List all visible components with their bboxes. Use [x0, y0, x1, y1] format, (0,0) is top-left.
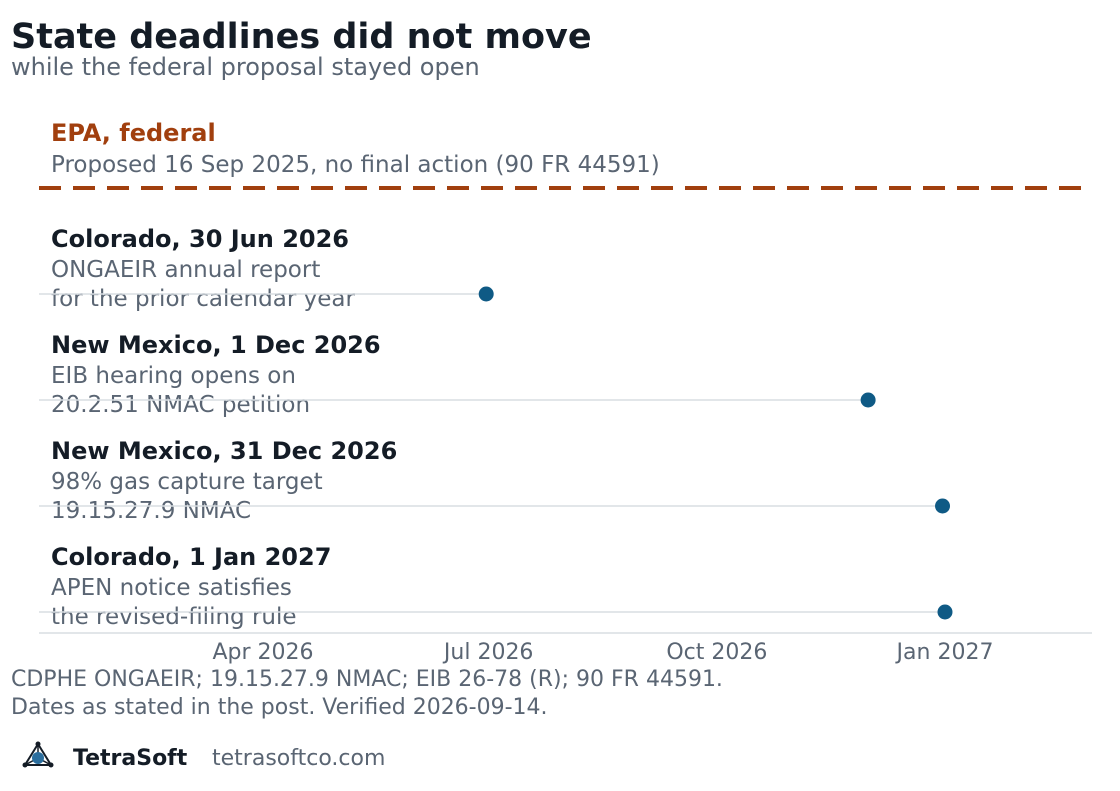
row-desc-line: ONGAEIR annual report	[51, 257, 320, 283]
brand-name: TetraSoft	[73, 746, 188, 771]
brand-url: tetrasoftco.com	[212, 746, 385, 771]
footnote-line-1: CDPHE ONGAEIR; 19.15.27.9 NMAC; EIB 26-7…	[11, 667, 723, 692]
row-title: Colorado, 30 Jun 2026	[51, 225, 349, 253]
data-point	[860, 392, 876, 408]
timeline-row: New Mexico, 31 Dec 2026 98% gas capture t…	[39, 437, 951, 524]
row-desc-line: the revised-filing rule	[51, 604, 297, 630]
row-title: Colorado, 1 Jan 2027	[51, 543, 331, 571]
chart-subtitle: while the federal proposal stayed open	[11, 53, 480, 81]
x-tick-label: Apr 2026	[212, 640, 313, 665]
timeline-row: Colorado, 1 Jan 2027 APEN notice satisfie…	[39, 543, 953, 630]
row-desc-line: EIB hearing opens on	[51, 363, 296, 389]
row-desc-line: 20.2.51 NMAC petition	[51, 392, 310, 418]
federal-label: EPA, federal	[51, 119, 216, 147]
footnote-line-2: Dates as stated in the post. Verified 20…	[11, 695, 548, 720]
x-tick-label: Jul 2026	[442, 640, 534, 665]
x-tick-label: Jan 2027	[895, 640, 994, 665]
row-desc-line: 98% gas capture target	[51, 469, 323, 495]
timeline-row: Colorado, 30 Jun 2026 ONGAEIR annual repo…	[39, 225, 494, 312]
data-point	[935, 498, 951, 514]
timeline-rows: Colorado, 30 Jun 2026 ONGAEIR annual repo…	[39, 225, 953, 630]
federal-detail: Proposed 16 Sep 2025, no final action (9…	[51, 152, 660, 178]
x-axis-ticks: Apr 2026 Jul 2026 Oct 2026 Jan 2027	[212, 640, 993, 665]
timeline-row: New Mexico, 1 Dec 2026 EIB hearing opens …	[39, 331, 876, 418]
data-point	[937, 604, 953, 620]
row-desc-line: for the prior calendar year	[51, 286, 355, 312]
row-title: New Mexico, 1 Dec 2026	[51, 331, 381, 359]
row-title: New Mexico, 31 Dec 2026	[51, 437, 397, 465]
tetrahedron-logo-icon	[22, 741, 54, 768]
row-desc-line: APEN notice satisfies	[51, 575, 292, 601]
row-desc-line: 19.15.27.9 NMAC	[51, 498, 251, 524]
chart-title: State deadlines did not move	[11, 17, 592, 57]
x-tick-label: Oct 2026	[666, 640, 767, 665]
data-point	[478, 286, 494, 302]
